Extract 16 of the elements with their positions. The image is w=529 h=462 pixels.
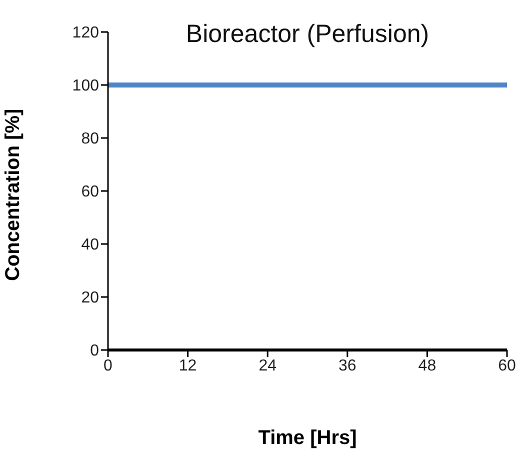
y-tick-label: 80 xyxy=(81,130,100,148)
x-tick-label: 12 xyxy=(178,357,197,374)
y-tick-label: 40 xyxy=(81,236,100,254)
x-tick-label: 24 xyxy=(258,357,277,374)
y-axis-title: Concentration [%] xyxy=(2,108,24,281)
chart-title: Bioreactor (Perfusion) xyxy=(184,20,430,49)
y-tick-label: 0 xyxy=(90,342,100,360)
y-tick-label: 20 xyxy=(81,290,100,307)
x-tick-label: 36 xyxy=(338,357,356,374)
x-axis-title: Time [Hrs] xyxy=(258,427,357,449)
y-tick-label: 100 xyxy=(72,78,100,95)
y-tick-label: 60 xyxy=(81,184,100,201)
x-tick-label: 0 xyxy=(104,357,113,374)
x-tick-label: 48 xyxy=(418,357,436,374)
x-tick-label: 60 xyxy=(498,357,516,374)
y-tick-label: 120 xyxy=(72,24,100,42)
